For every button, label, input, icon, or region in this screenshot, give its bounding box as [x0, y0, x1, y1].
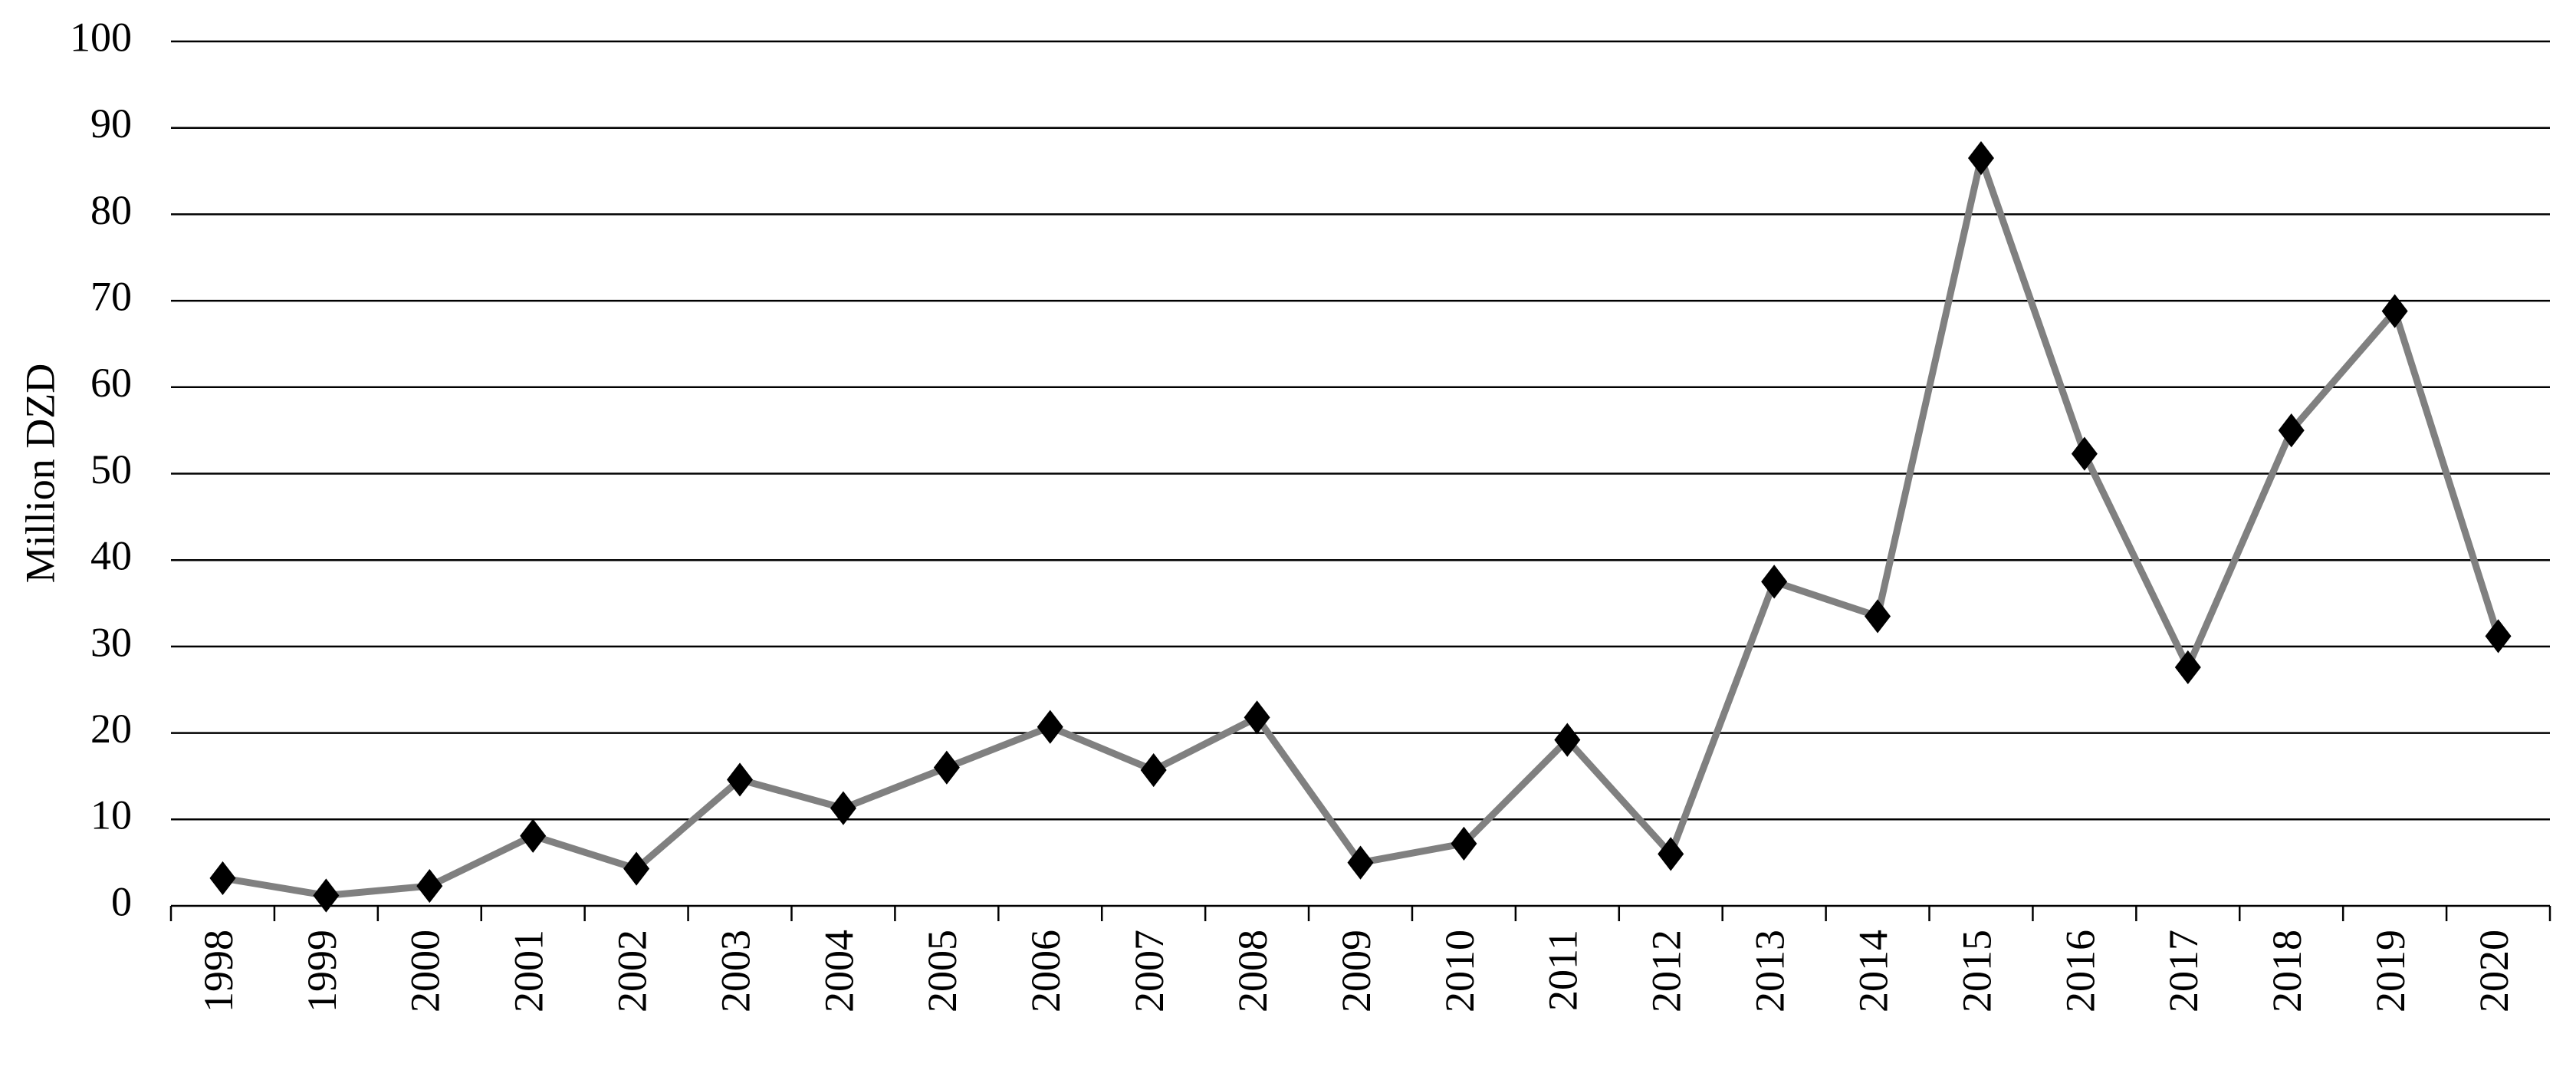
- y-tick-label: 10: [90, 792, 132, 838]
- data-marker: [1140, 752, 1167, 788]
- data-marker: [1244, 700, 1270, 735]
- x-tick-label: 2004: [816, 930, 862, 1012]
- x-tick-label: 2019: [2367, 930, 2413, 1012]
- x-tick-label: 2003: [712, 930, 758, 1012]
- x-tick-label: 2008: [1230, 930, 1276, 1012]
- x-tick-label: 2009: [1333, 930, 1379, 1012]
- data-marker: [2071, 436, 2098, 471]
- data-marker: [2381, 294, 2408, 328]
- data-marker: [416, 868, 443, 904]
- data-marker: [1761, 565, 1788, 599]
- x-tick-label: 2012: [1644, 930, 1690, 1012]
- y-tick-label: 100: [70, 14, 132, 60]
- data-marker: [2278, 413, 2305, 448]
- data-marker: [2485, 619, 2512, 654]
- data-marker: [1967, 141, 1994, 176]
- data-line: [222, 154, 2502, 899]
- data-marker: [727, 762, 754, 797]
- x-tick-label: 2020: [2471, 930, 2517, 1012]
- data-marker: [623, 851, 650, 886]
- data-marker: [1554, 723, 1581, 757]
- x-tick-label: 1998: [196, 930, 242, 1012]
- y-axis-label: Million DZD: [17, 364, 63, 584]
- x-tick-label: 2000: [402, 930, 449, 1012]
- y-tick-label: 40: [90, 533, 132, 579]
- y-tick-label: 60: [90, 360, 132, 406]
- data-marker: [520, 818, 547, 853]
- y-tick-label: 80: [90, 187, 132, 233]
- x-tick-label: 2014: [1850, 930, 1896, 1012]
- data-marker: [1037, 709, 1063, 744]
- x-tick-label: 2016: [2057, 930, 2103, 1012]
- x-tick-label: 2002: [609, 930, 655, 1012]
- x-tick-label: 2010: [1437, 930, 1483, 1012]
- x-tick-label: 2015: [1953, 930, 1999, 1012]
- data-marker: [1658, 837, 1684, 871]
- x-tick-label: 2011: [1540, 930, 1586, 1011]
- x-tick-label: 2017: [2160, 930, 2206, 1012]
- x-tick-label: 2018: [2264, 930, 2310, 1012]
- data-marker: [933, 750, 960, 785]
- data-marker: [2174, 650, 2201, 685]
- x-tick-label: 2001: [506, 930, 552, 1012]
- data-marker: [209, 861, 236, 896]
- y-tick-label: 20: [90, 706, 132, 752]
- x-tick-label: 1999: [299, 930, 345, 1012]
- data-marker: [313, 878, 340, 913]
- y-tick-label: 90: [90, 100, 132, 147]
- y-tick-label: 0: [111, 878, 132, 924]
- x-tick-label: 2013: [1747, 930, 1793, 1012]
- data-marker: [1451, 826, 1477, 861]
- y-tick-label: 50: [90, 446, 132, 492]
- y-tick-label: 70: [90, 273, 132, 319]
- x-tick-label: 2005: [919, 930, 965, 1012]
- x-tick-label: 2006: [1023, 930, 1069, 1012]
- data-marker: [1347, 845, 1374, 880]
- data-marker: [830, 791, 856, 825]
- x-tick-label: 2007: [1126, 930, 1172, 1012]
- data-marker: [1865, 599, 1891, 634]
- y-tick-label: 30: [90, 619, 132, 665]
